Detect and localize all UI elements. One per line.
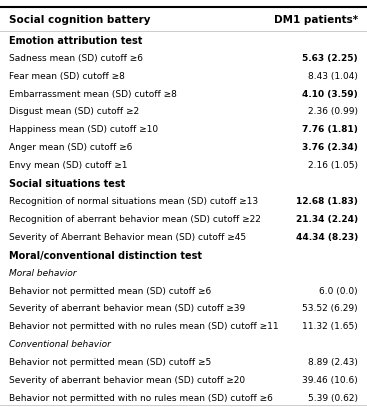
Text: Conventional behavior: Conventional behavior	[9, 340, 111, 349]
Text: 3.76 (2.34): 3.76 (2.34)	[302, 143, 358, 152]
Text: 6.0 (0.0): 6.0 (0.0)	[319, 287, 358, 295]
Text: Severity of aberrant behavior mean (SD) cutoff ≥39: Severity of aberrant behavior mean (SD) …	[9, 304, 246, 313]
Text: DM1 patients*: DM1 patients*	[274, 15, 358, 25]
Text: Recognition of normal situations mean (SD) cutoff ≥13: Recognition of normal situations mean (S…	[9, 197, 258, 206]
Text: 11.32 (1.65): 11.32 (1.65)	[302, 322, 358, 331]
Text: 21.34 (2.24): 21.34 (2.24)	[296, 215, 358, 224]
Text: Social situations test: Social situations test	[9, 179, 126, 189]
Text: 8.43 (1.04): 8.43 (1.04)	[308, 72, 358, 81]
Text: Behavior not permitted with no rules mean (SD) cutoff ≥11: Behavior not permitted with no rules mea…	[9, 322, 279, 331]
Text: Happiness mean (SD) cutoff ≥10: Happiness mean (SD) cutoff ≥10	[9, 125, 158, 134]
Text: Disgust mean (SD) cutoff ≥2: Disgust mean (SD) cutoff ≥2	[9, 107, 139, 116]
Text: 5.39 (0.62): 5.39 (0.62)	[308, 394, 358, 403]
Text: Sadness mean (SD) cutoff ≥6: Sadness mean (SD) cutoff ≥6	[9, 54, 143, 63]
Text: 39.46 (10.6): 39.46 (10.6)	[302, 376, 358, 385]
Text: 8.89 (2.43): 8.89 (2.43)	[308, 358, 358, 367]
Text: Embarrassment mean (SD) cutoff ≥8: Embarrassment mean (SD) cutoff ≥8	[9, 90, 177, 98]
Text: Severity of Aberrant Behavior mean (SD) cutoff ≥45: Severity of Aberrant Behavior mean (SD) …	[9, 233, 246, 242]
Text: Severity of aberrant behavior mean (SD) cutoff ≥20: Severity of aberrant behavior mean (SD) …	[9, 376, 245, 385]
Text: Recognition of aberrant behavior mean (SD) cutoff ≥22: Recognition of aberrant behavior mean (S…	[9, 215, 261, 224]
Text: Moral behavior: Moral behavior	[9, 269, 77, 278]
Text: Social cognition battery: Social cognition battery	[9, 15, 151, 25]
Text: Behavior not permitted mean (SD) cutoff ≥6: Behavior not permitted mean (SD) cutoff …	[9, 287, 211, 295]
Text: 2.16 (1.05): 2.16 (1.05)	[308, 161, 358, 170]
Text: 12.68 (1.83): 12.68 (1.83)	[296, 197, 358, 206]
Text: Moral/conventional distinction test: Moral/conventional distinction test	[9, 251, 202, 261]
Text: 53.52 (6.29): 53.52 (6.29)	[302, 304, 358, 313]
Text: Behavior not permitted mean (SD) cutoff ≥5: Behavior not permitted mean (SD) cutoff …	[9, 358, 211, 367]
Text: Anger mean (SD) cutoff ≥6: Anger mean (SD) cutoff ≥6	[9, 143, 132, 152]
Text: Behavior not permitted with no rules mean (SD) cutoff ≥6: Behavior not permitted with no rules mea…	[9, 394, 273, 403]
Text: 7.76 (1.81): 7.76 (1.81)	[302, 125, 358, 134]
Text: 4.10 (3.59): 4.10 (3.59)	[302, 90, 358, 98]
Text: 5.63 (2.25): 5.63 (2.25)	[302, 54, 358, 63]
Text: Fear mean (SD) cutoff ≥8: Fear mean (SD) cutoff ≥8	[9, 72, 125, 81]
Text: 2.36 (0.99): 2.36 (0.99)	[308, 107, 358, 116]
Text: Envy mean (SD) cutoff ≥1: Envy mean (SD) cutoff ≥1	[9, 161, 128, 170]
Text: Emotion attribution test: Emotion attribution test	[9, 36, 142, 46]
Text: 44.34 (8.23): 44.34 (8.23)	[295, 233, 358, 242]
